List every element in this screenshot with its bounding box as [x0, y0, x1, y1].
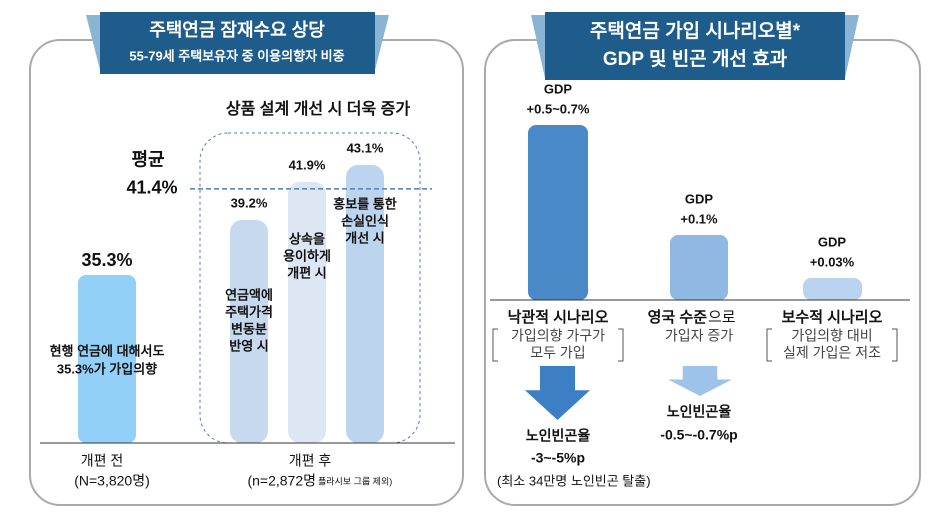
category-label: 주택가격 — [225, 304, 273, 319]
title-tab — [845, 15, 859, 78]
down-arrow — [668, 366, 732, 396]
poverty-label: 노인빈곤율 — [526, 428, 591, 444]
bar — [346, 164, 384, 443]
title-box — [100, 12, 375, 74]
category-label: 현행 연금에 대해서도 — [50, 343, 165, 358]
group-label: 개편 전 — [81, 453, 124, 469]
scenario-desc: 가입자 증가 — [665, 328, 733, 344]
bracket — [892, 328, 898, 362]
scenario-desc: 모두 가입 — [530, 345, 585, 361]
scenario-bar — [670, 235, 728, 300]
group-note: (n=2,872명 — [247, 473, 316, 489]
group-note: (N=3,820명) — [74, 473, 150, 489]
title-box — [545, 12, 845, 80]
value-label: 35.3% — [81, 250, 132, 270]
scenario-name: 낙관적 시나리오 — [508, 308, 609, 326]
scenario-desc: 가입의향 가구가 — [511, 328, 605, 344]
value-label: 39.2% — [231, 195, 268, 210]
poverty-label: 노인빈곤율 — [667, 404, 732, 420]
category-label: 용이하게 — [283, 248, 331, 263]
category-label: 개선 시 — [345, 230, 385, 245]
value-label: 43.1% — [347, 140, 384, 155]
category-label: 손실인식 — [341, 213, 389, 228]
category-label: 연금액에 — [225, 287, 273, 302]
category-label: 개편 시 — [287, 265, 327, 280]
highlight-box — [199, 132, 421, 444]
panel-title: GDP 및 빈곤 개선 효과 — [603, 48, 788, 70]
chart-title: 주택연금 잠재수요 상당 — [149, 20, 325, 40]
average-value: 41.4% — [126, 178, 177, 198]
scenario-bar — [528, 125, 588, 300]
bracket — [618, 328, 624, 362]
gdp-value: +0.5~0.7% — [527, 101, 590, 116]
poverty-value: -3~-5%p — [531, 450, 585, 466]
gdp-label: GDP — [818, 234, 847, 249]
title-tab — [531, 15, 545, 78]
title-tab — [86, 15, 100, 70]
category-label: 홍보를 통한 — [333, 196, 396, 211]
down-arrow — [525, 366, 590, 420]
bar — [288, 181, 326, 443]
category-label: 반영 시 — [229, 338, 269, 353]
bracket — [766, 328, 772, 362]
panel-title: 주택연금 가입 시나리오별* — [590, 20, 801, 42]
scenario-name: 보수적 시나리오 — [782, 308, 883, 326]
scenario-name: 영국 수준 — [648, 308, 708, 326]
category-label: 35.3%가 가입의향 — [57, 361, 157, 376]
poverty-value: -0.5~-0.7%p — [660, 427, 737, 443]
title-tab — [375, 15, 389, 70]
value-label: 41.9% — [289, 157, 326, 172]
note: (최소 34만명 노인빈곤 탈출) — [497, 473, 651, 488]
bracket — [492, 328, 498, 362]
group-footnote: 플라시보 그룹 제외) — [318, 475, 392, 486]
scenario-bar — [803, 278, 862, 300]
gdp-label: GDP — [544, 81, 573, 96]
gdp-value: +0.1% — [680, 211, 718, 226]
group-label: 개편 후 — [289, 453, 332, 469]
scenario-desc: 실제 가입은 저조 — [783, 345, 881, 361]
gdp-value: +0.03% — [810, 254, 855, 269]
bar — [230, 219, 268, 443]
annotation: 상품 설계 개선 시 더욱 증가 — [226, 99, 410, 118]
bar — [78, 275, 136, 443]
scenario-desc: 가입의향 대비 — [791, 328, 872, 344]
category-label: 변동분 — [231, 321, 267, 336]
gdp-label: GDP — [685, 191, 714, 206]
scenario-name-suffix: 으로 — [708, 309, 736, 326]
chart-subtitle: 55-79세 주택보유자 중 이용의향자 비중 — [129, 48, 344, 63]
category-label: 상속을 — [289, 231, 325, 246]
average-label: 평균 — [131, 150, 164, 170]
